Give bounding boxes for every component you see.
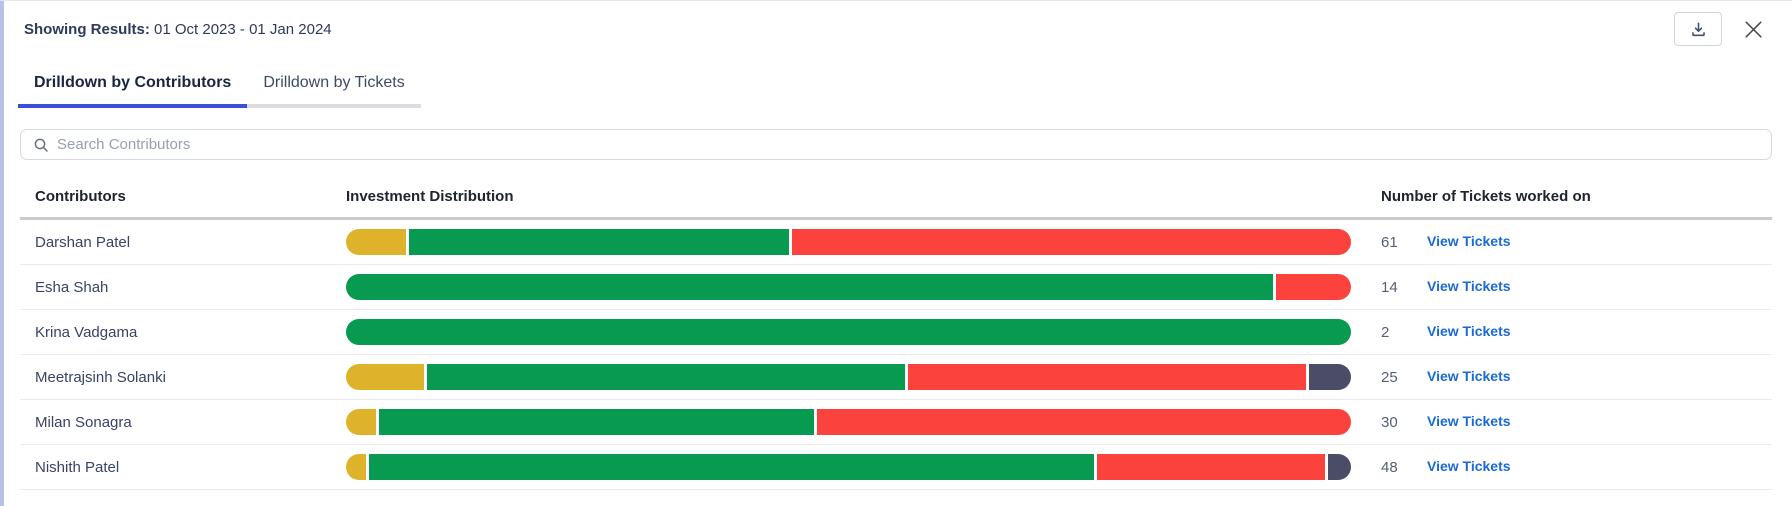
view-tickets-link[interactable]: View Tickets	[1427, 233, 1511, 249]
ticket-count: 2	[1381, 323, 1390, 341]
showing-results-text: Showing Results: 01 Oct 2023 - 01 Jan 20…	[24, 21, 332, 38]
table-row: Nishith Patel 48 View Tickets	[20, 445, 1772, 490]
view-tickets-cell: View Tickets	[1427, 233, 1772, 251]
view-tickets-link[interactable]: View Tickets	[1427, 323, 1511, 339]
date-range-value: 01 Oct 2023 - 01 Jan 2024	[154, 20, 332, 38]
table-row: Esha Shah 14 View Tickets	[20, 265, 1772, 310]
distribution-bar	[346, 229, 1351, 255]
ticket-count: 48	[1381, 458, 1398, 476]
investment-distribution-cell	[346, 319, 1351, 345]
ticket-count: 61	[1381, 233, 1398, 251]
column-header-contributors: Contributors	[35, 188, 126, 205]
table-row: Krina Vadgama 2 View Tickets	[20, 310, 1772, 355]
panel-header: Showing Results: 01 Oct 2023 - 01 Jan 20…	[0, 1, 1792, 57]
table-row: Milan Sonagra 30 View Tickets	[20, 400, 1772, 445]
bar-segment-slate	[1328, 454, 1351, 480]
bar-segment-green	[378, 409, 814, 435]
table-body: Darshan Patel 61 View Tickets Esha Shah …	[20, 220, 1772, 490]
tab-drilldown-by-contributors[interactable]: Drilldown by Contributors	[18, 61, 248, 108]
view-tickets-link[interactable]: View Tickets	[1427, 278, 1511, 294]
download-button[interactable]	[1674, 12, 1722, 46]
bar-segment-red	[791, 229, 1351, 255]
view-tickets-link[interactable]: View Tickets	[1427, 413, 1511, 429]
bar-segment-green	[408, 229, 789, 255]
distribution-bar	[346, 454, 1351, 480]
download-tray-icon	[1690, 21, 1707, 38]
magnifier-icon	[33, 137, 49, 153]
search-input[interactable]	[57, 136, 1759, 153]
view-tickets-cell: View Tickets	[1427, 458, 1772, 476]
bar-segment-yellow	[346, 229, 406, 255]
table-header-row: Contributors Investment Distribution Num…	[20, 176, 1772, 220]
tab-bar: Drilldown by Contributors Drilldown by T…	[0, 61, 1792, 108]
distribution-bar	[346, 274, 1351, 300]
bar-segment-red	[1097, 454, 1326, 480]
view-tickets-link[interactable]: View Tickets	[1427, 368, 1511, 384]
search-box[interactable]	[20, 129, 1772, 160]
bar-segment-green	[346, 274, 1273, 300]
distribution-bar	[346, 409, 1351, 435]
column-header-number-of-tickets: Number of Tickets worked on	[1381, 188, 1591, 205]
distribution-bar	[346, 364, 1351, 390]
panel-left-edge	[0, 1, 4, 506]
view-tickets-link[interactable]: View Tickets	[1427, 458, 1511, 474]
table-row: Meetrajsinh Solanki 25 View Tickets	[20, 355, 1772, 400]
distribution-bar	[346, 319, 1351, 345]
investment-distribution-cell	[346, 364, 1351, 390]
bar-segment-green	[426, 364, 905, 390]
bar-segment-green	[346, 319, 1351, 345]
investment-distribution-cell	[346, 229, 1351, 255]
tab-drilldown-by-tickets[interactable]: Drilldown by Tickets	[247, 61, 421, 108]
contributor-name: Milan Sonagra	[35, 413, 132, 431]
close-x-icon	[1742, 18, 1765, 41]
investment-distribution-cell	[346, 274, 1351, 300]
bar-segment-red	[1275, 274, 1351, 300]
view-tickets-cell: View Tickets	[1427, 323, 1772, 341]
contributor-name: Esha Shah	[35, 278, 109, 296]
header-actions	[1674, 12, 1766, 46]
bar-segment-green	[368, 454, 1095, 480]
bar-segment-red	[816, 409, 1351, 435]
view-tickets-cell: View Tickets	[1427, 413, 1772, 431]
investment-distribution-cell	[346, 454, 1351, 480]
close-button[interactable]	[1740, 16, 1766, 42]
ticket-count: 14	[1381, 278, 1398, 296]
ticket-count: 30	[1381, 413, 1398, 431]
bar-segment-slate	[1309, 364, 1351, 390]
bar-segment-red	[907, 364, 1307, 390]
contributor-name: Nishith Patel	[35, 458, 120, 476]
bar-segment-yellow	[346, 409, 376, 435]
bar-segment-yellow	[346, 364, 424, 390]
investment-distribution-cell	[346, 409, 1351, 435]
contributor-name: Meetrajsinh Solanki	[35, 368, 166, 386]
view-tickets-cell: View Tickets	[1427, 278, 1772, 296]
contributor-name: Darshan Patel	[35, 233, 131, 251]
ticket-count: 25	[1381, 368, 1398, 386]
contributor-name: Krina Vadgama	[35, 323, 138, 341]
contributors-table: Contributors Investment Distribution Num…	[20, 176, 1772, 490]
bar-segment-yellow	[346, 454, 366, 480]
view-tickets-cell: View Tickets	[1427, 368, 1772, 386]
showing-results-label: Showing Results:	[24, 20, 150, 38]
table-row: Darshan Patel 61 View Tickets	[20, 220, 1772, 265]
column-header-investment-distribution: Investment Distribution	[346, 188, 514, 205]
